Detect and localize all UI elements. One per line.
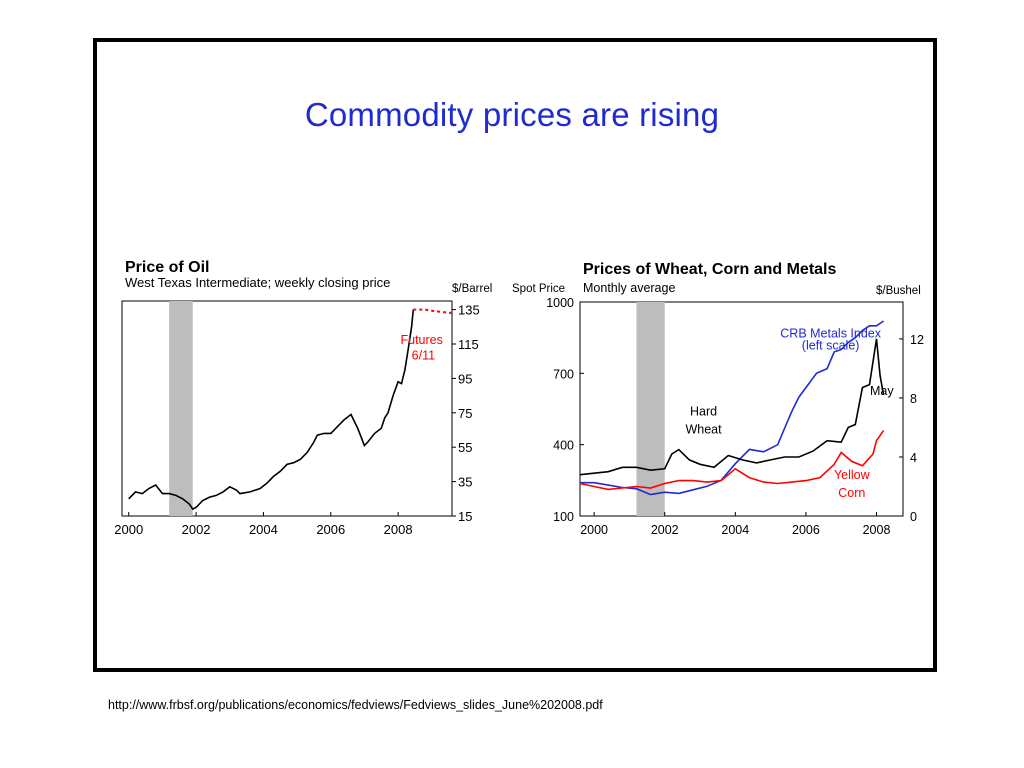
wcm-right-tick-label: 0 — [910, 510, 917, 524]
slide-frame — [93, 38, 937, 672]
oil-futures-annotation: Futures — [400, 333, 442, 347]
wcm-plot-area — [579, 301, 904, 517]
oil-x-tick-label: 2002 — [182, 522, 211, 537]
corn-annotation: Corn — [838, 486, 865, 500]
oil-y-tick-label: 115 — [458, 337, 479, 352]
oil-y-tick-label: 55 — [458, 440, 472, 455]
oil-x-tick-label: 2004 — [249, 522, 278, 537]
may-annotation: May — [870, 384, 894, 398]
wcm-x-tick-label: 2006 — [792, 523, 820, 537]
oil-futures-annotation: 6/11 — [412, 348, 435, 362]
wcm-x-tick-label: 2000 — [580, 523, 608, 537]
oil-y-axis-label: $/Barrel — [452, 283, 492, 295]
metals-annotation: CRB Metals Index — [780, 327, 881, 341]
oil-y-tick-label: 95 — [458, 371, 472, 386]
hard-wheat-line — [579, 338, 885, 476]
wheat-annotation: Hard — [690, 405, 717, 419]
wcm-left-axis-label: Spot Price — [512, 283, 565, 295]
source-url[interactable]: http://www.frbsf.org/publications/econom… — [108, 698, 603, 712]
corn-annotation: Yellow — [834, 468, 871, 482]
oil-recession-band — [169, 301, 193, 516]
wcm-right-axis-label: $/Bushel — [876, 285, 921, 297]
oil-y-tick-label: 15 — [458, 509, 472, 524]
oil-x-tick-label: 2008 — [384, 522, 413, 537]
oil-plot-area — [121, 300, 453, 517]
oil-price-line — [128, 309, 415, 511]
metals-annotation: (left scale) — [802, 339, 860, 353]
oil-y-tick-label: 75 — [458, 406, 472, 421]
wcm-x-tick-label: 2008 — [863, 523, 891, 537]
oil-chart-title: Price of Oil — [125, 259, 209, 276]
wcm-right-tick-label: 4 — [910, 451, 917, 465]
wcm-left-tick-label: 100 — [553, 510, 574, 524]
oil-y-tick-label: 35 — [458, 475, 472, 490]
wcm-right-tick-label: 12 — [910, 333, 924, 347]
wcm-marks: 100 400 700 1000 0 4 8 12 2000 2002 2004 2006 2008 CR… — [546, 296, 924, 537]
slide-title: Commodity prices are rising — [304, 96, 720, 133]
crb-metals-line — [580, 320, 885, 496]
oil-x-tick-label: 2006 — [316, 522, 345, 537]
wcm-x-tick-label: 2004 — [721, 523, 749, 537]
oil-marks: 15 35 55 75 95 115 135 2000 2002 2004 2006 2008 Futu… — [114, 301, 480, 537]
wcm-chart-subtitle: Monthly average — [583, 281, 675, 295]
wcm-left-tick-label: 400 — [553, 439, 574, 453]
wcm-right-tick-label: 8 — [910, 392, 917, 406]
wcm-recession-band — [636, 302, 665, 516]
oil-x-tick-label: 2000 — [114, 522, 143, 537]
wcm-x-tick-label: 2002 — [651, 523, 679, 537]
wcm-left-tick-label: 700 — [553, 367, 574, 381]
wcm-chart-title: Prices of Wheat, Corn and Metals — [583, 261, 836, 278]
wheat-annotation: Wheat — [685, 422, 722, 436]
oil-futures-line — [413, 308, 453, 314]
yellow-corn-line — [579, 429, 885, 491]
oil-chart-subtitle: West Texas Intermediate; weekly closing … — [125, 275, 390, 290]
wcm-left-tick-label: 1000 — [546, 296, 574, 310]
oil-y-tick-label: 135 — [458, 303, 480, 318]
